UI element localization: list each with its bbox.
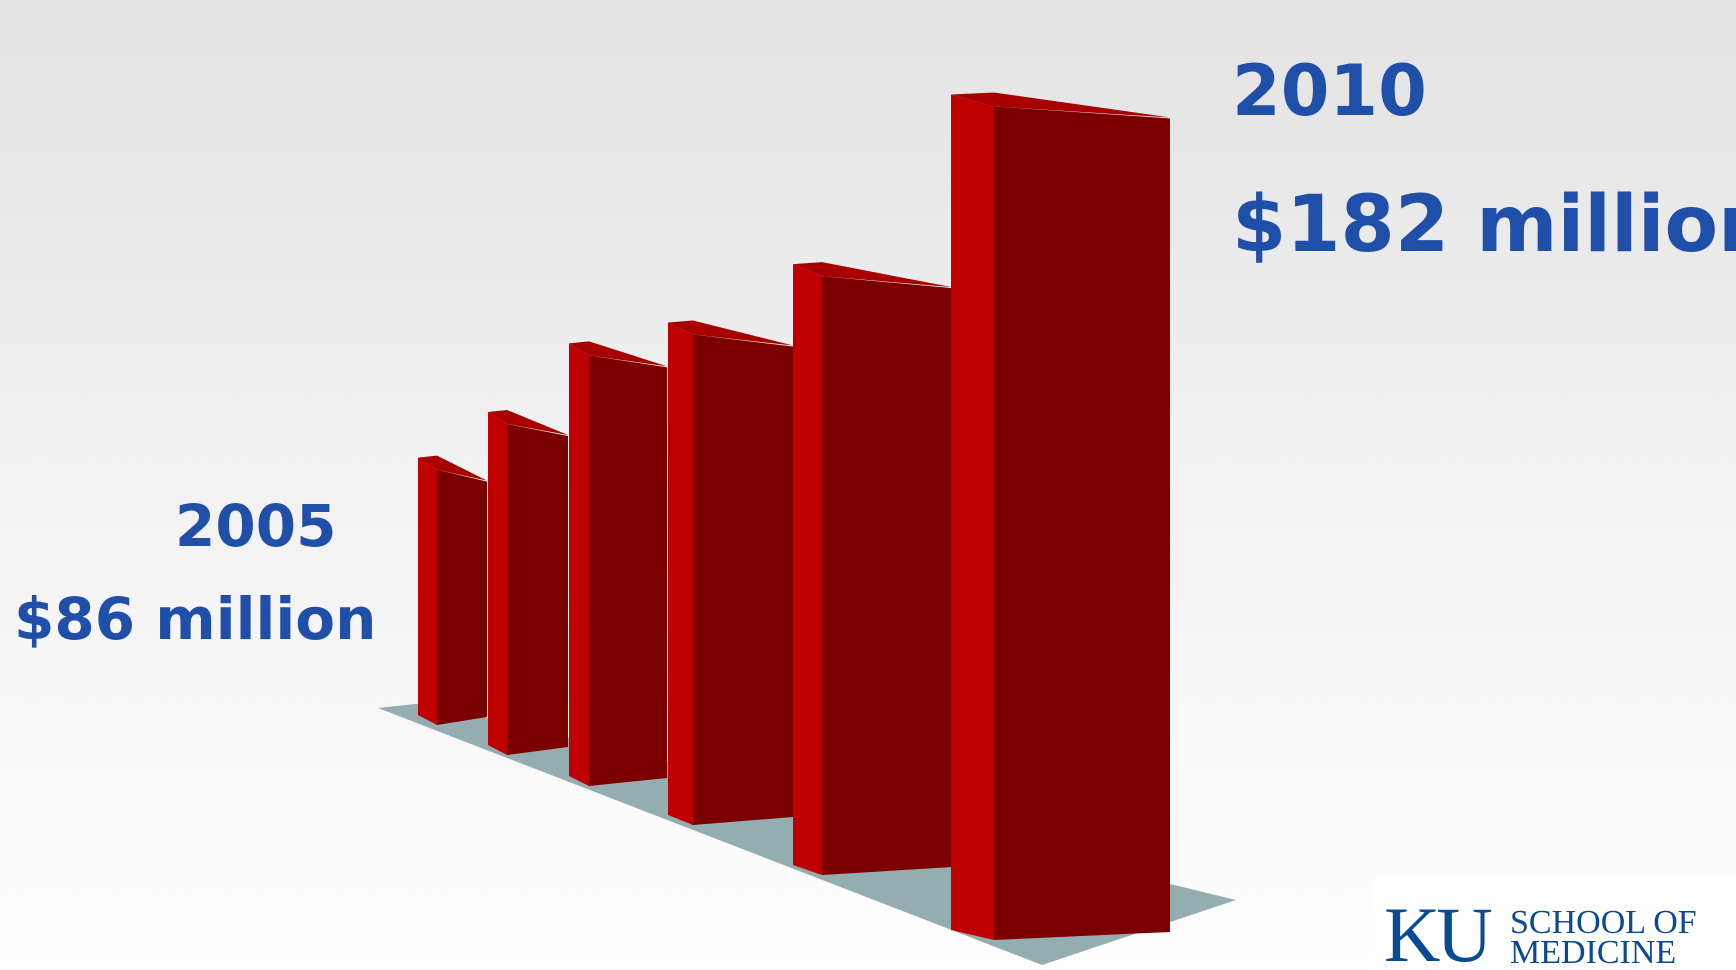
start-year-label: 2005 — [175, 492, 337, 560]
ku-school-of-medicine-logo: KU SCHOOL OF MEDICINE — [1372, 878, 1736, 970]
logo-school-text: SCHOOL OF — [1510, 904, 1697, 941]
bar — [693, 334, 793, 825]
bar — [994, 106, 1170, 940]
bar-top — [951, 92, 1170, 118]
bar-top — [569, 341, 667, 367]
bar-top — [418, 455, 487, 481]
bar — [507, 424, 568, 755]
logo-medicine-text: MEDICINE — [1510, 934, 1677, 970]
bar-side — [488, 412, 507, 755]
end-year-label: 2010 — [1232, 50, 1427, 132]
start-amount-label: $86 million — [14, 585, 377, 653]
bar-top — [793, 262, 952, 288]
bar — [589, 355, 667, 786]
logo-ku-mark: KU — [1384, 891, 1493, 970]
bar-side — [793, 264, 822, 875]
bar-side — [418, 457, 437, 725]
bar-side — [668, 322, 693, 825]
bar-top — [668, 320, 793, 346]
bar-side — [951, 94, 994, 940]
bar-side — [569, 343, 589, 786]
bar-top — [488, 410, 568, 435]
bars-group — [418, 92, 1170, 940]
bar — [437, 469, 487, 725]
bar — [822, 276, 952, 875]
end-amount-label: $182 million — [1232, 180, 1736, 270]
